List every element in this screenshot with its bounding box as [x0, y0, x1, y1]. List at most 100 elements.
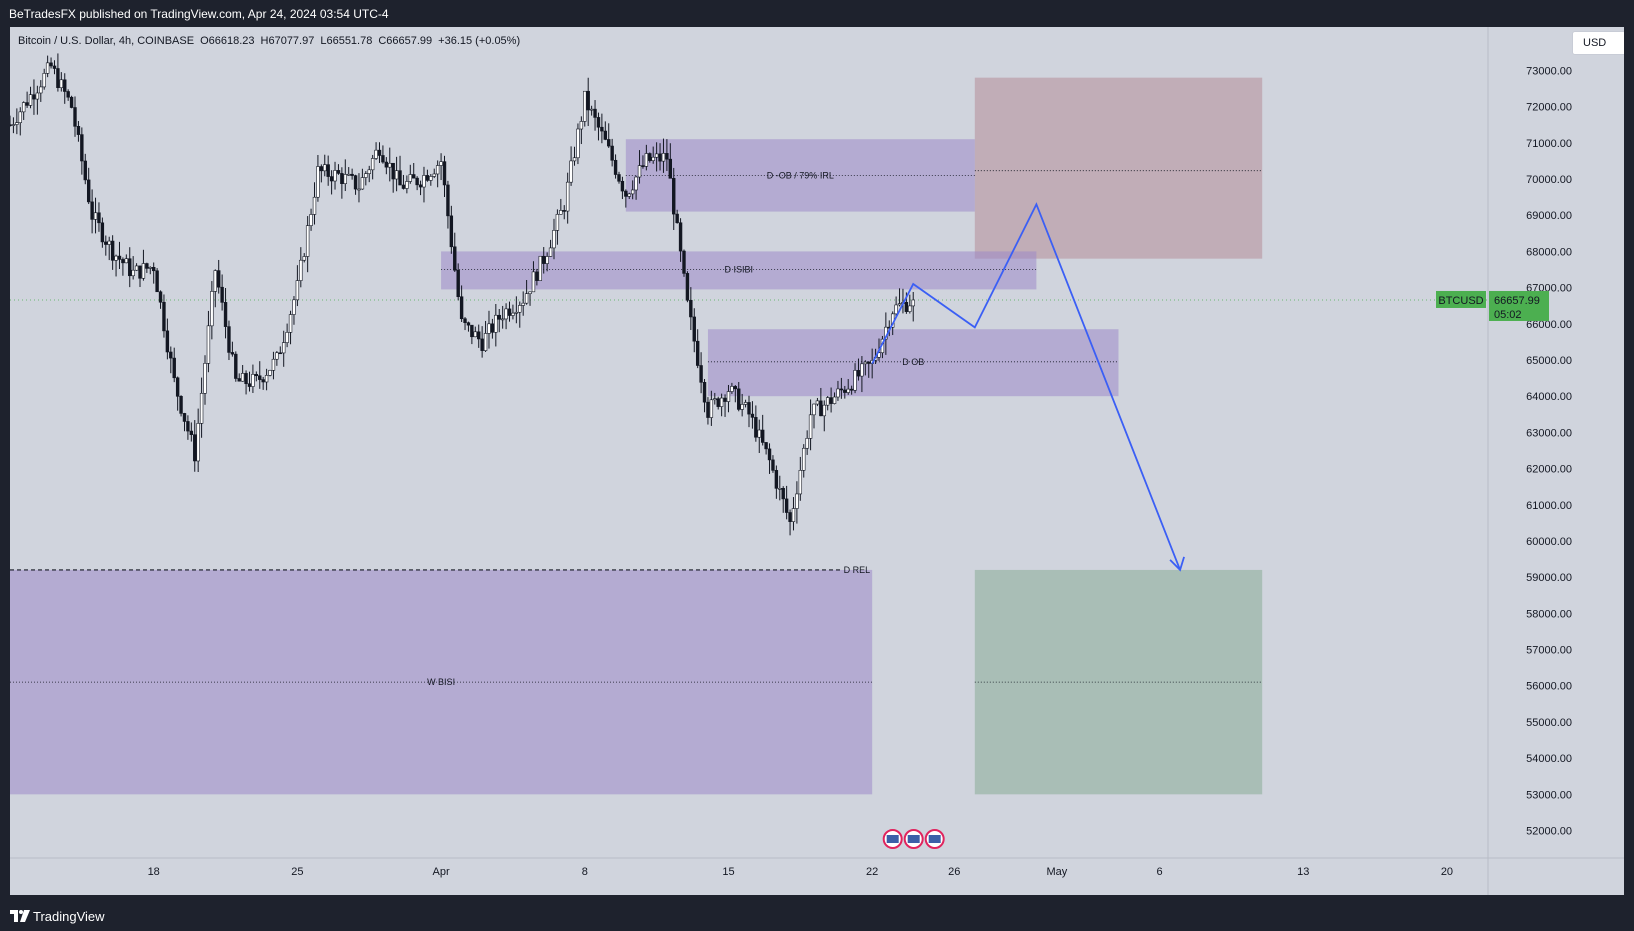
candle-body	[240, 373, 245, 382]
y-tick-label: 58000.00	[1526, 608, 1572, 620]
chart-area[interactable]: D -OB / 79% IRL D ISIBI D OB W BISI D REL 520…	[10, 27, 1624, 895]
currency-button[interactable]: USD	[1572, 31, 1624, 55]
candle-body	[288, 314, 293, 333]
target-box[interactable]	[974, 569, 1263, 795]
candle-body	[97, 212, 101, 224]
zone-label: D OB	[902, 357, 924, 367]
legend-open: O66618.23	[200, 35, 255, 47]
candle-body	[367, 169, 371, 174]
candle-body	[425, 175, 430, 181]
candle-body	[312, 196, 317, 215]
candle-body	[791, 508, 796, 522]
legend-change: +36.15 (+0.05%)	[438, 35, 521, 47]
candle-body	[829, 397, 833, 404]
candle-body	[572, 157, 577, 162]
candle-body	[651, 156, 655, 161]
zone-label: W BISI	[427, 677, 455, 687]
candle-body	[757, 429, 761, 438]
candle-body	[442, 161, 447, 186]
candle-body	[415, 177, 419, 186]
candle-body	[624, 190, 628, 197]
y-tick-label: 71000.00	[1526, 138, 1572, 150]
y-tick-label: 54000.00	[1526, 753, 1572, 765]
symbol-tag-label: BTCUSD	[1438, 295, 1483, 307]
candle-body	[500, 318, 505, 321]
candle-body	[76, 126, 81, 135]
candle-body	[220, 286, 224, 303]
candle-body	[897, 303, 902, 306]
candle-body	[610, 145, 614, 161]
price-chart[interactable]: D -OB / 79% IRL D ISIBI D OB W BISI D REL 520…	[10, 27, 1624, 895]
candle-body	[795, 493, 799, 509]
candle-body	[422, 175, 426, 188]
candle-body	[538, 255, 543, 281]
candle-body	[145, 263, 149, 269]
candle-body	[548, 247, 553, 257]
candle-body	[559, 210, 563, 215]
candle-body	[665, 153, 669, 160]
x-tick-label: 15	[722, 866, 734, 878]
candle-body	[627, 193, 631, 197]
candle-body	[104, 241, 108, 245]
candle-body	[364, 173, 368, 178]
candle-body	[203, 363, 207, 394]
candle-body	[264, 375, 269, 383]
candle-body	[490, 323, 495, 333]
candle-body	[275, 352, 279, 360]
candle-body	[107, 240, 111, 245]
candle-body	[39, 86, 43, 94]
candle-body	[196, 423, 200, 462]
price-tag-value: 66657.99	[1494, 295, 1540, 307]
candle-body	[760, 429, 765, 443]
footer-bar: TradingView	[0, 901, 1634, 931]
zone-box[interactable]	[10, 569, 873, 795]
candle-body	[661, 153, 666, 162]
candle-body	[237, 378, 241, 382]
y-tick-label: 65000.00	[1526, 355, 1572, 367]
y-tick-label: 70000.00	[1526, 174, 1572, 186]
legend-close: C66657.99	[378, 35, 433, 47]
candle-body	[463, 318, 467, 323]
candle-body	[247, 383, 252, 387]
candle-body	[268, 369, 272, 376]
candle-body	[596, 117, 601, 128]
candle-body	[853, 370, 857, 391]
candle-body	[80, 134, 84, 162]
x-tick-label: 25	[291, 866, 303, 878]
x-tick-label: 22	[866, 866, 878, 878]
candle-body	[216, 270, 221, 288]
zone-box[interactable]	[707, 329, 1119, 397]
candle-body	[59, 79, 64, 88]
candle-body	[230, 352, 235, 355]
candle-body	[182, 413, 187, 422]
candle-body	[258, 375, 262, 380]
candle-body	[648, 153, 652, 161]
candle-body	[405, 181, 409, 189]
candle-body	[329, 176, 334, 182]
candle-body	[644, 153, 649, 167]
y-tick-label: 60000.00	[1526, 536, 1572, 548]
candle-body	[771, 459, 775, 471]
stop-box[interactable]	[974, 77, 1263, 259]
candle-body	[483, 333, 488, 351]
candle-body	[511, 312, 515, 316]
y-tick-label: 66000.00	[1526, 319, 1572, 331]
candle-body	[121, 259, 125, 264]
candle-body	[695, 340, 700, 366]
candle-body	[408, 174, 412, 182]
candle-body	[25, 102, 29, 106]
projection-line[interactable]	[871, 202, 1181, 571]
candle-body	[446, 184, 450, 217]
candle-body	[227, 326, 231, 353]
candle-body	[699, 365, 703, 383]
us-flag-event-icon-fill	[886, 835, 899, 843]
candle-body	[213, 270, 217, 292]
candle-body	[784, 498, 789, 513]
candle-body	[86, 179, 91, 203]
candle-body	[49, 62, 53, 67]
candle-body	[593, 108, 597, 118]
x-tick-label: 26	[948, 866, 960, 878]
candle-body	[675, 213, 679, 224]
candle-body	[719, 397, 724, 407]
projection-arrowhead	[1169, 556, 1185, 572]
